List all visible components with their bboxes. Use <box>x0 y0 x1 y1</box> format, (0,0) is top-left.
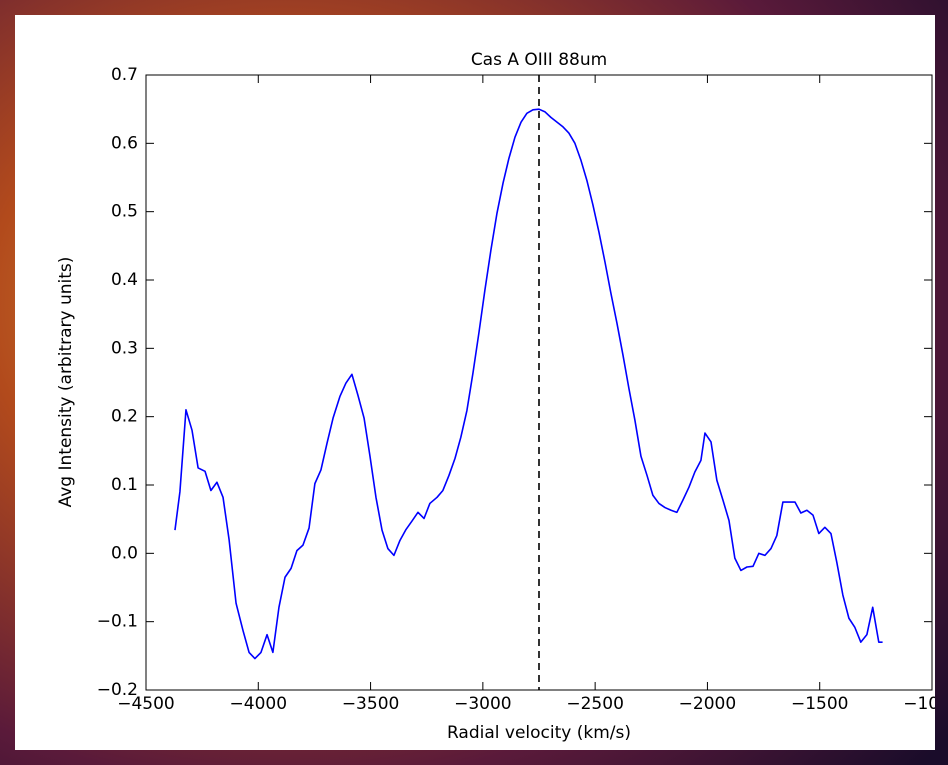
y-tick-label: 0.5 <box>111 202 138 222</box>
y-tick-label: 0.1 <box>111 475 138 495</box>
x-tick-label: −3000 <box>454 694 512 714</box>
y-tick-label: 0.7 <box>111 65 138 85</box>
x-tick-label: −1000 <box>903 694 948 714</box>
x-axis-label: Radial velocity (km/s) <box>447 723 631 743</box>
x-tick-label: −2500 <box>566 694 624 714</box>
y-axis-label: Avg Intensity (arbitrary units) <box>56 257 76 508</box>
x-tick-label: −4000 <box>230 694 288 714</box>
figure-panel <box>15 15 935 750</box>
x-tick-label: −3500 <box>342 694 400 714</box>
y-tick-label: 0.6 <box>111 133 138 153</box>
data-line <box>174 108 883 660</box>
axes-frame <box>145 74 933 691</box>
y-tick-label: 0.2 <box>111 407 138 427</box>
figure: Cas A OIII 88um Radial velocity (km/s) A… <box>15 15 948 750</box>
x-tick-label: −2000 <box>679 694 737 714</box>
y-tick-label: 0.4 <box>111 270 138 290</box>
y-tick-label: −0.2 <box>97 680 138 700</box>
chart-title: Cas A OIII 88um <box>471 50 607 70</box>
y-tick-label: −0.1 <box>97 612 138 632</box>
x-tick-label: −4500 <box>117 694 175 714</box>
y-tick-label: 0.0 <box>111 543 138 563</box>
x-tick-label: −1500 <box>791 694 849 714</box>
y-tick-label: 0.3 <box>111 338 138 358</box>
